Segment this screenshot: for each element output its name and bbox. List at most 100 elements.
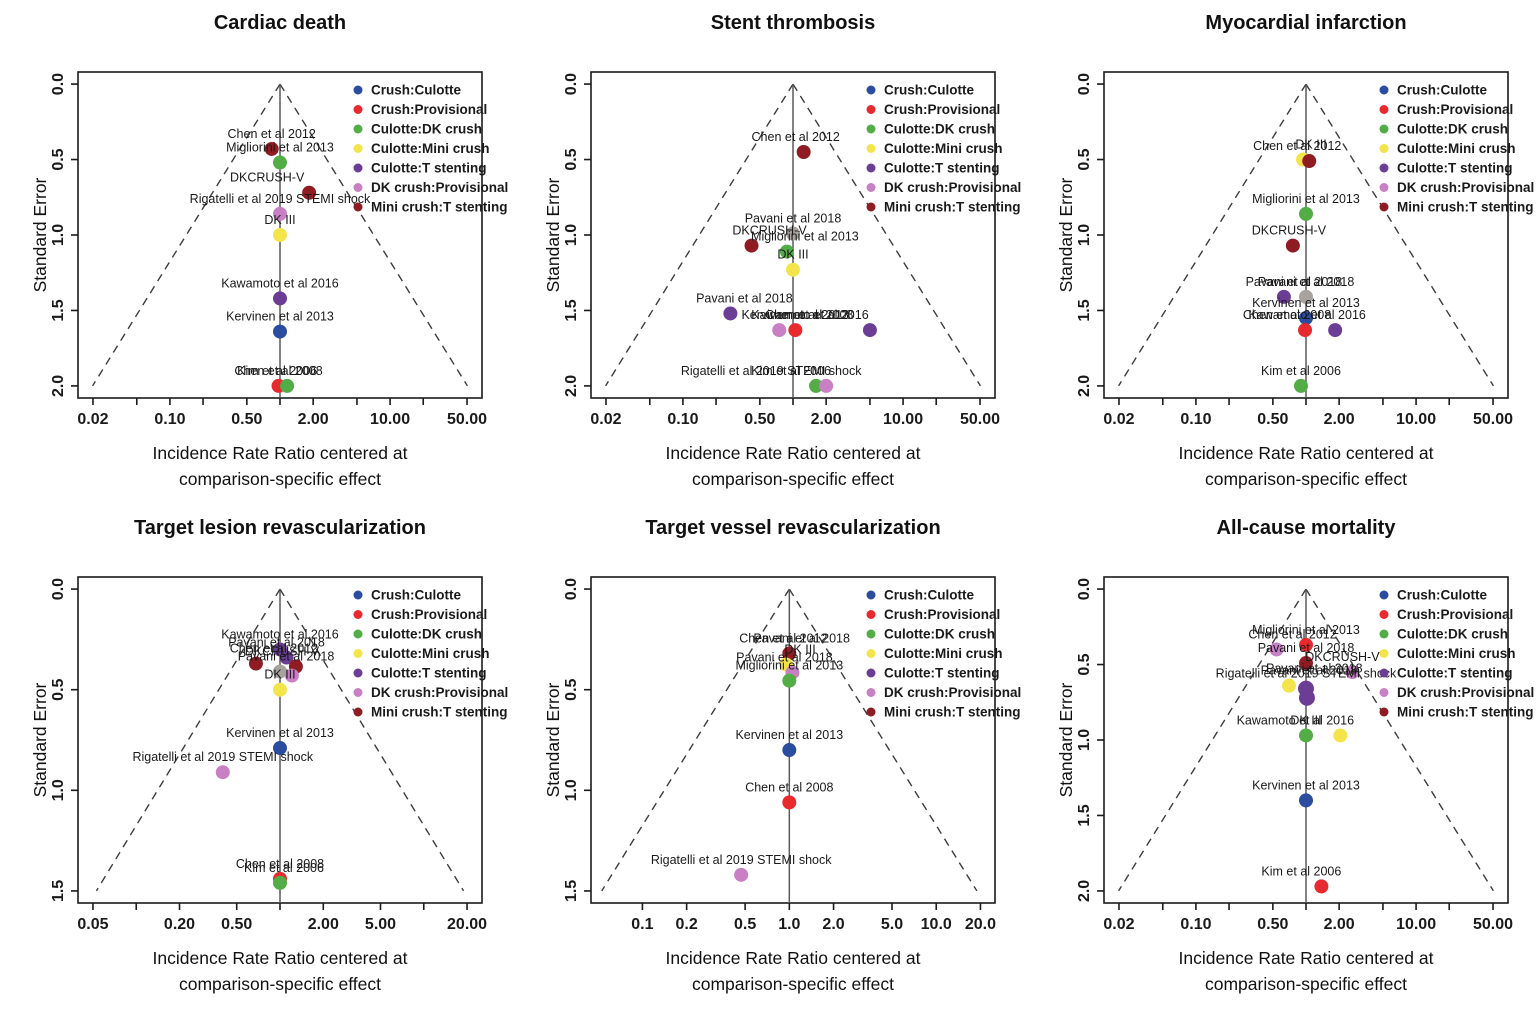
legend-swatch (866, 105, 876, 114)
x-tick-label: 0.02 (1103, 411, 1134, 428)
x-tick-label: 0.02 (1103, 916, 1134, 933)
legend-swatch (866, 183, 876, 192)
data-point-label: Kervinen et al 2013 (741, 308, 849, 322)
y-tick-label: 0.0 (1076, 73, 1093, 95)
data-point-label: DKCRUSH-V (245, 645, 320, 659)
legend-label: Culotte:DK crush (884, 122, 995, 137)
data-point-label: Kawamoto et al 2016 (221, 276, 338, 290)
legend-swatch (1379, 105, 1389, 114)
data-point (284, 668, 299, 683)
x-tick-label: 0.5 (734, 916, 756, 933)
legend-label: Culotte:T stenting (1397, 161, 1512, 176)
x-tick-label: 0.50 (1257, 916, 1288, 933)
y-tick-label: 2.0 (1076, 375, 1093, 397)
panel-title: Target vessel revascularization (645, 517, 941, 539)
data-point-label: Kim et al 2006 (1261, 864, 1341, 878)
legend-swatch (353, 85, 363, 95)
data-point-label: Chen et al 2012 (1248, 627, 1336, 641)
data-point-label: Kawamoto et al 2016 (221, 627, 338, 641)
x-tick-label: 0.10 (1180, 916, 1211, 933)
data-point-label: Kervinen et al 2013 (226, 310, 334, 324)
legend-label: Culotte:Mini crush (884, 646, 1003, 661)
data-point (772, 323, 787, 338)
data-point-label: Chen et al 2012 (739, 631, 827, 645)
legend-swatch (353, 707, 363, 717)
x-tick-label: 0.50 (1257, 411, 1288, 428)
y-tick-label: 1.0 (563, 779, 580, 801)
y-tick-label: 0.5 (50, 148, 67, 170)
y-tick-label: 1.0 (50, 224, 67, 246)
funnel-plot-canvas: 0.1 0.2 0.5 1.0 2.0 5.0 10.0 20.0 0.0 0.5 1.0 1.5 Ch… (563, 576, 1021, 933)
data-point (1333, 728, 1348, 743)
funnel-plot-canvas: 0.02 0.10 0.50 2.00 10.00 50.00 0.0 0.5 1.0 1.5 2.… (1076, 71, 1534, 428)
legend-label: Crush:Culotte (884, 588, 974, 603)
data-point-label: Pavani et al 2018 (238, 650, 335, 664)
x-tick-label: 5.0 (881, 916, 903, 933)
data-point (1281, 678, 1296, 693)
y-tick-label: 1.5 (50, 880, 67, 902)
legend-swatch (1379, 144, 1389, 153)
panel-target-vessel-revascularization: Target vessel revascularization Standard… (513, 505, 1025, 1010)
legend-label: DK crush:Provisional (884, 180, 1021, 195)
y-tick-label: 1.0 (50, 779, 67, 801)
legend-swatch (1379, 688, 1389, 697)
y-tick-label: 1.5 (1076, 299, 1093, 321)
data-point-label: Rigatelli et al 2019 STEMI shock (651, 853, 832, 867)
legend-label: Culotte:DK crush (1397, 627, 1508, 642)
funnel-left-bound (1117, 588, 1307, 892)
funnel-plot-canvas: 0.02 0.10 0.50 2.00 10.00 50.00 0.0 0.5 1.0 1.5 2.… (50, 71, 508, 428)
legend-label: Mini crush:T stenting (1397, 200, 1534, 215)
data-point (248, 656, 263, 671)
legend-label: Culotte:Mini crush (371, 646, 490, 661)
data-point (819, 378, 834, 393)
legend-label: DK crush:Provisional (1397, 685, 1534, 700)
legend-label: DK crush:Provisional (884, 685, 1021, 700)
data-point (280, 378, 295, 393)
data-point (273, 228, 287, 242)
data-point-label: DKCRUSH-V (230, 171, 305, 185)
x-tick-label: 10.00 (883, 411, 923, 428)
legend-label: Culotte:Mini crush (884, 141, 1003, 156)
legend-swatch (1379, 610, 1389, 619)
x-tick-label: 0.05 (77, 916, 108, 933)
y-tick-label: 0.0 (50, 578, 67, 600)
x-tick-label: 0.20 (164, 916, 195, 933)
y-tick-label: 1.5 (50, 299, 67, 321)
y-tick-label: 0.5 (1076, 653, 1093, 675)
data-point-label: Rigatelli et al 2019 STEMI shock (132, 750, 313, 764)
legend-swatch (866, 629, 876, 639)
y-tick-label: 1.0 (563, 224, 580, 246)
legend-swatch (866, 590, 876, 600)
y-tick-label: 1.5 (563, 299, 580, 321)
data-point-label: DKCRUSH-V (1252, 224, 1327, 238)
y-tick-label: 2.0 (1076, 880, 1093, 902)
panel-cardiac-death: Cardiac death Standard Error 0.02 0.10 0.5… (0, 0, 512, 505)
funnel-plot-canvas: 0.02 0.10 0.50 2.00 10.00 50.00 0.0 0.5 1.0 1.5 2.… (563, 71, 1021, 428)
x-tick-label: 2.00 (298, 411, 329, 428)
x-tick-label: 50.00 (447, 411, 487, 428)
data-point (782, 743, 797, 758)
data-point (273, 324, 287, 339)
legend-label: Crush:Provisional (1397, 607, 1513, 622)
data-point (1299, 311, 1313, 326)
panel-title: Myocardial infarction (1205, 12, 1407, 34)
legend-swatch (353, 124, 363, 134)
legend-swatch (353, 202, 363, 212)
legend-swatch (1379, 590, 1389, 600)
legend-swatch (866, 649, 876, 658)
data-point (862, 323, 877, 338)
panel-title: All-cause mortality (1216, 517, 1396, 539)
x-tick-label: 2.00 (308, 916, 339, 933)
legend-label: Culotte:T stenting (884, 161, 999, 176)
x-tick-label: 0.2 (676, 916, 698, 933)
funnel-left-bound (604, 83, 794, 387)
x-axis-label: Incidence Rate Ratio centered at comparis… (665, 443, 921, 489)
data-point (279, 650, 294, 665)
data-point-label: DK III (1295, 138, 1326, 152)
legend-swatch (1379, 163, 1389, 173)
data-point (1299, 728, 1313, 743)
x-tick-label: 10.00 (1396, 916, 1436, 933)
data-point (273, 664, 287, 679)
data-point (1328, 323, 1343, 338)
data-point-label: Migliorini et al 2013 (735, 659, 843, 673)
